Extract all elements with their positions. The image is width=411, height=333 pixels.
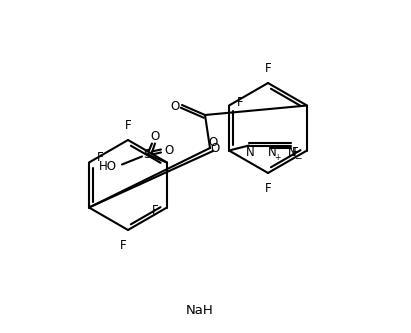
Text: O: O — [171, 101, 180, 114]
Text: N: N — [288, 146, 296, 159]
Text: +: + — [274, 153, 280, 162]
Text: −: − — [294, 153, 302, 162]
Text: S: S — [143, 148, 151, 161]
Text: N: N — [268, 146, 277, 159]
Text: O: O — [150, 130, 159, 143]
Text: F: F — [265, 182, 271, 195]
Text: F: F — [125, 119, 131, 132]
Text: O: O — [208, 137, 218, 150]
Text: HO: HO — [99, 160, 117, 173]
Text: O: O — [210, 143, 219, 156]
Text: F: F — [237, 96, 244, 109]
Text: F: F — [292, 146, 299, 159]
Text: O: O — [164, 144, 173, 157]
Text: NaH: NaH — [186, 304, 214, 317]
Text: F: F — [120, 239, 126, 252]
Text: F: F — [265, 62, 271, 75]
Text: F: F — [97, 151, 104, 164]
Text: F: F — [152, 204, 159, 217]
Text: N: N — [246, 146, 254, 159]
